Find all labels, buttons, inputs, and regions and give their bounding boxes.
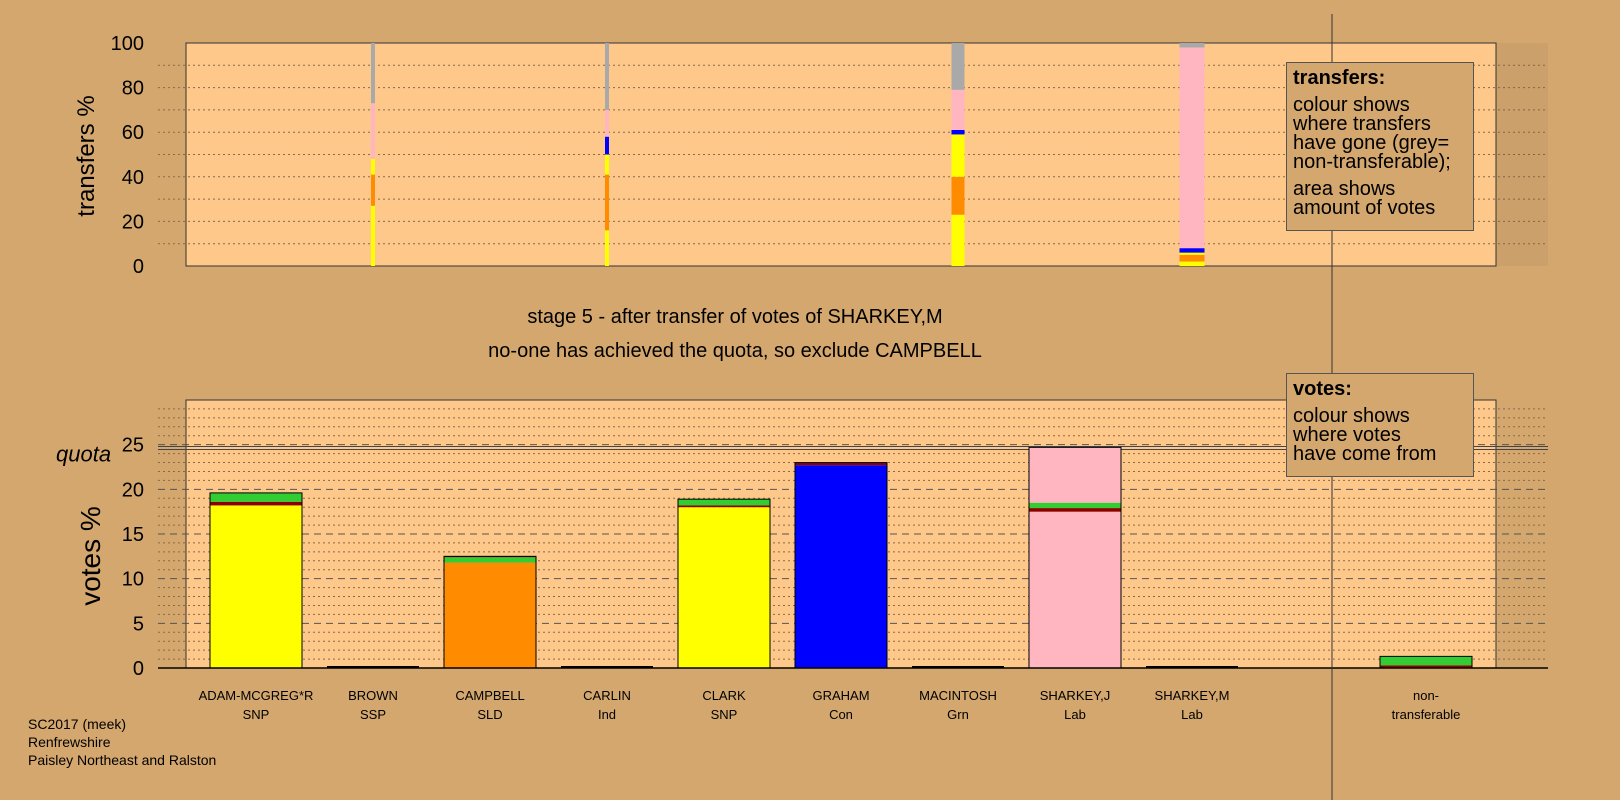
transfer-segment: [371, 158, 375, 175]
quota-label: quota: [56, 441, 111, 466]
transfer-segment: [605, 43, 609, 110]
transfers-legend-line: amount of votes: [1293, 197, 1436, 219]
candidate-name: CAMPBELL: [455, 688, 524, 703]
y-tick-label: 40: [122, 167, 144, 189]
vote-segment: [678, 507, 770, 668]
y-tick-label: 60: [122, 122, 144, 144]
vote-segment: [1029, 502, 1121, 509]
vote-segment: [210, 501, 302, 506]
candidate-name: non-: [1413, 688, 1439, 703]
candidate-party: SNP: [243, 707, 270, 722]
transfer-segment: [951, 89, 965, 130]
candidate-party: SLD: [477, 707, 502, 722]
transfer-segment: [371, 174, 375, 206]
votes-legend-title: votes:: [1293, 378, 1352, 400]
candidate-party: SNP: [711, 707, 738, 722]
vote-segment: [210, 505, 302, 668]
y-tick-label: 20: [122, 479, 144, 501]
transfer-segment: [1179, 252, 1205, 255]
transfer-segment: [1179, 47, 1205, 249]
transfers-legend-line: have gone (grey=: [1293, 132, 1450, 154]
candidate-party: Lab: [1181, 707, 1203, 722]
vote-segment: [795, 465, 887, 668]
y-tick-label: 5: [133, 613, 144, 635]
transfer-segment: [371, 103, 375, 159]
votes-legend: votes: colour shows where votes have com…: [1286, 373, 1474, 477]
y-tick-label: 0: [133, 658, 144, 680]
transfer-segment: [605, 136, 609, 155]
transfer-segment: [951, 129, 965, 135]
candidate-party: Ind: [598, 707, 616, 722]
y-tick-label: 25: [122, 435, 144, 457]
transfer-segment: [951, 43, 965, 90]
candidate-name: GRAHAM: [812, 688, 869, 703]
transfer-segment: [605, 109, 609, 137]
transfer-segment: [605, 174, 609, 231]
transfer-segment: [1179, 248, 1205, 253]
y-tick-label: 0: [133, 256, 144, 278]
y-axis-label: transfers %: [73, 95, 100, 216]
transfer-segment: [1179, 43, 1205, 48]
vote-segment: [444, 562, 536, 668]
vote-segment: [795, 462, 887, 466]
candidate-name: MACINTOSH: [919, 688, 997, 703]
votes-legend-line: colour shows: [1293, 405, 1410, 427]
vote-segment: [1029, 511, 1121, 668]
transfer-segment: [951, 214, 965, 266]
vote-segment: [1029, 447, 1121, 503]
caption-line: Renfrewshire: [28, 734, 111, 750]
candidate-party: SSP: [360, 707, 386, 722]
transfer-segment: [951, 134, 965, 177]
caption-line: Paisley Northeast and Ralston: [28, 752, 217, 768]
transfers-legend: transfers: colour shows where transfers …: [1286, 62, 1474, 231]
y-tick-label: 100: [111, 33, 144, 55]
vote-segment: [678, 499, 770, 506]
y-tick-label: 80: [122, 78, 144, 100]
transfers-legend-title: transfers:: [1293, 67, 1386, 89]
candidate-name: SHARKEY,M: [1155, 688, 1230, 703]
votes-legend-line: where votes: [1293, 424, 1401, 446]
transfer-segment: [605, 154, 609, 175]
candidate-name: CLARK: [702, 688, 746, 703]
right-shade: [1496, 43, 1548, 266]
transfer-segment: [371, 205, 375, 266]
candidate-name: CARLIN: [583, 688, 631, 703]
stage-subtitle: no-one has achieved the quota, so exclud…: [488, 340, 982, 362]
votes-legend-line: have come from: [1293, 443, 1437, 465]
transfers-legend-line: colour shows: [1293, 94, 1410, 116]
transfer-segment: [1179, 254, 1205, 262]
vote-segment: [1380, 656, 1472, 666]
vote-segment: [444, 557, 536, 563]
y-tick-label: 10: [122, 569, 144, 591]
candidate-party: Grn: [947, 707, 969, 722]
transfer-segment: [371, 43, 375, 104]
candidate-party: Con: [829, 707, 853, 722]
candidate-name: BROWN: [348, 688, 398, 703]
candidate-party: transferable: [1392, 707, 1461, 722]
transfer-segment: [605, 230, 609, 266]
candidate-name: ADAM-MCGREG*R: [199, 688, 314, 703]
transfers-legend-line: area shows: [1293, 178, 1396, 200]
y-axis-label: votes %: [75, 506, 106, 606]
caption-line: SC2017 (meek): [28, 716, 127, 732]
transfer-segment: [1179, 261, 1205, 266]
vote-segment: [1380, 665, 1472, 668]
vote-segment: [210, 492, 302, 502]
stage-title: stage 5 - after transfer of votes of SHA…: [527, 306, 943, 328]
y-tick-label: 20: [122, 211, 144, 233]
y-tick-label: 15: [122, 524, 144, 546]
transfers-legend-line: non-transferable);: [1293, 151, 1451, 173]
vote-segment: [1029, 508, 1121, 512]
candidate-name: SHARKEY,J: [1040, 688, 1111, 703]
vote-segment: [678, 505, 770, 508]
transfers-legend-line: where transfers: [1293, 113, 1431, 135]
candidate-party: Lab: [1064, 707, 1086, 722]
transfer-segment: [951, 176, 965, 215]
